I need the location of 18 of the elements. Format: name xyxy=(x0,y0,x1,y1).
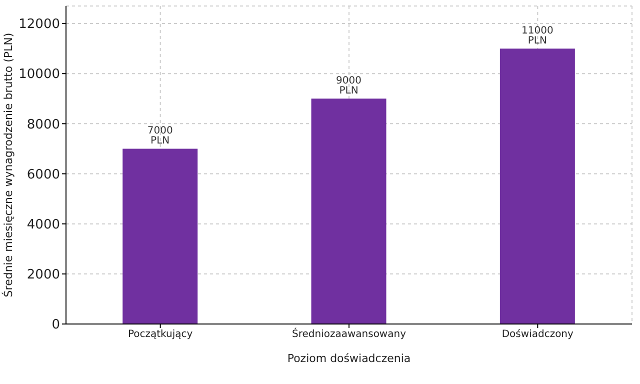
y-tick-label: 12000 xyxy=(18,17,60,32)
y-tick-label: 8000 xyxy=(26,117,60,132)
bar xyxy=(122,148,198,324)
data-label: 9000 PLN xyxy=(336,76,362,97)
y-tick-label: 2000 xyxy=(26,268,60,283)
y-axis-title: Średnie miesięczne wynagrodzenie brutto (PLN) xyxy=(0,32,15,298)
y-tick-label: 4000 xyxy=(26,217,60,232)
bar xyxy=(311,98,386,324)
x-tick-label: Początkujący xyxy=(128,329,193,340)
x-axis-title: Poziom doświadczenia xyxy=(287,352,411,365)
data-label: 11000 PLN xyxy=(522,26,554,47)
y-tick-label: 0 xyxy=(52,318,60,333)
data-label: 7000 PLN xyxy=(147,126,173,147)
x-tick-label: Średniozaawansowany xyxy=(292,327,406,340)
y-tick-label: 6000 xyxy=(26,167,60,182)
x-tick-label: Doświadczony xyxy=(502,328,574,340)
bar xyxy=(500,48,575,324)
y-tick-label: 10000 xyxy=(18,67,60,82)
